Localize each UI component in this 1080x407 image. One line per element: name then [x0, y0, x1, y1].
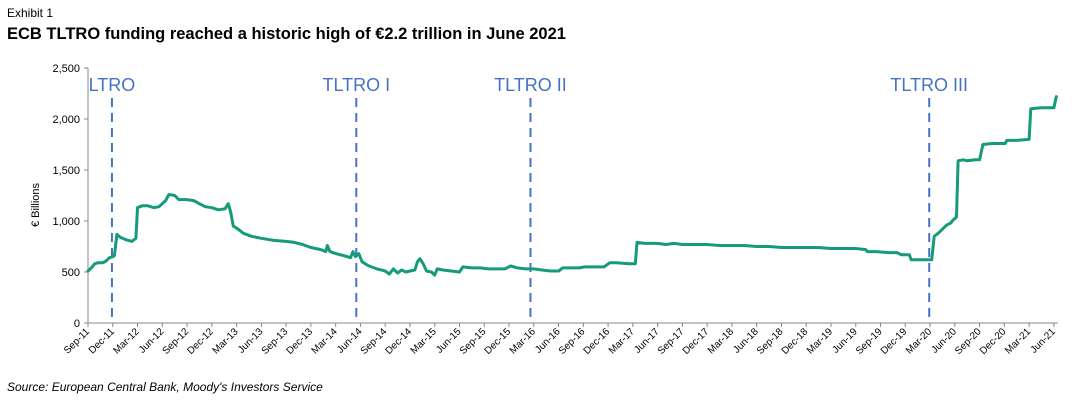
x-tick-label: Sep-20 [953, 326, 984, 357]
x-tick-label: Mar-13 [211, 326, 241, 356]
x-tick-label: Sep-11 [62, 326, 92, 356]
x-tick-label: Dec-11 [87, 326, 117, 356]
y-tick-label: 0 [74, 318, 80, 330]
x-tick-label: Dec-20 [978, 326, 1009, 357]
x-tick-label: Sep-14 [359, 326, 390, 357]
x-tick-label: Mar-14 [310, 326, 340, 356]
x-tick-label: Sep-13 [260, 326, 291, 357]
exhibit-label: Exhibit 1 [7, 6, 54, 20]
x-tick-label: Mar-16 [508, 326, 538, 356]
y-axis-label: € Billions [30, 182, 42, 227]
y-axis: 0 500 1,000 1,500 2,000 2,500 [52, 63, 89, 330]
x-tick-label: Mar-12 [111, 326, 141, 356]
x-tick-label: Sep-12 [161, 326, 192, 357]
data-series-line [86, 95, 1058, 277]
x-tick-label: Sep-17 [656, 326, 687, 357]
x-tick-label: Mar-21 [1003, 326, 1033, 356]
x-tick-label: Dec-12 [185, 326, 216, 357]
program-marker-label: TLTRO I [322, 75, 390, 95]
program-marker-label: TLTRO III [890, 75, 968, 95]
x-tick-label: Dec-17 [681, 326, 712, 357]
source-note: Source: European Central Bank, Moody's I… [7, 380, 323, 394]
y-tick-label: 1,500 [52, 165, 80, 177]
x-tick-label: Mar-15 [409, 326, 439, 356]
program-marker-label: LTRO [89, 75, 136, 95]
y-tick-label: 2,000 [52, 114, 80, 126]
y-tick-label: 1,000 [52, 216, 80, 228]
x-tick-label: Dec-18 [780, 326, 811, 357]
x-tick-label: Dec-14 [383, 326, 414, 357]
x-axis: Sep-11Dec-11Mar-12Jun-12Sep-12Dec-12Mar-… [62, 322, 1059, 357]
plot-area [86, 95, 1058, 277]
x-tick-label: Dec-15 [483, 326, 514, 357]
program-marker-label: TLTRO II [494, 75, 567, 95]
x-tick-label: Sep-16 [557, 326, 588, 357]
x-tick-label: Mar-19 [805, 326, 835, 356]
x-tick-label: Sep-19 [854, 326, 885, 357]
x-tick-label: Jun-21 [1029, 326, 1059, 356]
x-tick-label: Sep-15 [458, 326, 489, 357]
x-tick-label: Mar-17 [607, 326, 637, 356]
x-tick-label: Dec-19 [879, 326, 910, 357]
y-tick-label: 2,500 [52, 63, 80, 75]
program-markers: LTRO TLTRO I TLTRO II TLTRO III [89, 75, 968, 323]
x-tick-label: Mar-18 [706, 326, 736, 356]
x-tick-label: Dec-16 [582, 326, 613, 357]
x-tick-label: Sep-18 [755, 326, 786, 357]
x-tick-label: Dec-13 [284, 326, 315, 357]
chart-title: ECB TLTRO funding reached a historic hig… [7, 25, 566, 43]
x-tick-label: Mar-20 [904, 326, 934, 356]
y-tick-label: 500 [62, 267, 80, 279]
